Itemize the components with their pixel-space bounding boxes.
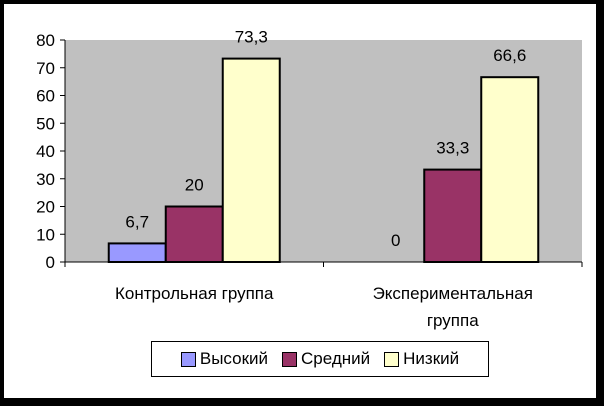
y-tick-label: 70: [36, 59, 55, 78]
legend-item: Низкий: [384, 349, 459, 369]
legend-item: Средний: [282, 349, 370, 369]
y-tick-label: 50: [36, 114, 55, 133]
y-tick-label: 20: [36, 198, 55, 217]
data-label: 73,3: [235, 28, 268, 47]
x-tick-label: группа: [427, 311, 479, 330]
bar-1-1: [423, 168, 483, 263]
data-label: 20: [185, 176, 204, 195]
legend-item: Высокий: [180, 349, 268, 369]
legend-label: Низкий: [403, 349, 460, 368]
bar-2-0: [221, 57, 281, 263]
bars: [107, 57, 540, 264]
bar-chart: 0 10 20 30 40 50 60 70 80 Контрольная группа Эксп…: [36, 28, 583, 330]
legend-swatch: [180, 351, 196, 367]
y-axis: 0 10 20 30 40 50 60 70 80: [36, 31, 66, 272]
legend-label: Высокий: [199, 349, 268, 368]
bar-1-0: [164, 205, 224, 263]
data-label: 33,3: [436, 139, 469, 158]
y-tick-label: 40: [36, 142, 55, 161]
y-tick-label: 80: [36, 31, 55, 50]
x-axis: Контрольная группа Экспериментальная групп…: [64, 261, 583, 330]
y-tick-label: 60: [36, 87, 55, 106]
chart-frame: 0 10 20 30 40 50 60 70 80 Контрольная группа Эксп…: [4, 4, 596, 398]
data-label: 66,6: [493, 46, 526, 65]
y-tick-label: 0: [46, 253, 55, 272]
bar-0-0: [107, 242, 167, 264]
data-label: 0: [391, 231, 400, 250]
x-tick-label: Контрольная группа: [115, 284, 274, 303]
y-tick-label: 10: [36, 225, 55, 244]
data-labels: 6,7 20 73,3 0 33,3 66,6: [125, 28, 526, 250]
x-tick-label: Экспериментальная: [373, 284, 533, 303]
data-label: 6,7: [125, 212, 149, 231]
legend: Высокий Средний Низкий: [151, 341, 489, 377]
legend-swatch: [282, 351, 297, 367]
bar-2-1: [480, 76, 540, 263]
y-tick-label: 30: [36, 170, 55, 189]
legend-swatch: [384, 351, 400, 367]
legend-label: Средний: [301, 349, 371, 368]
